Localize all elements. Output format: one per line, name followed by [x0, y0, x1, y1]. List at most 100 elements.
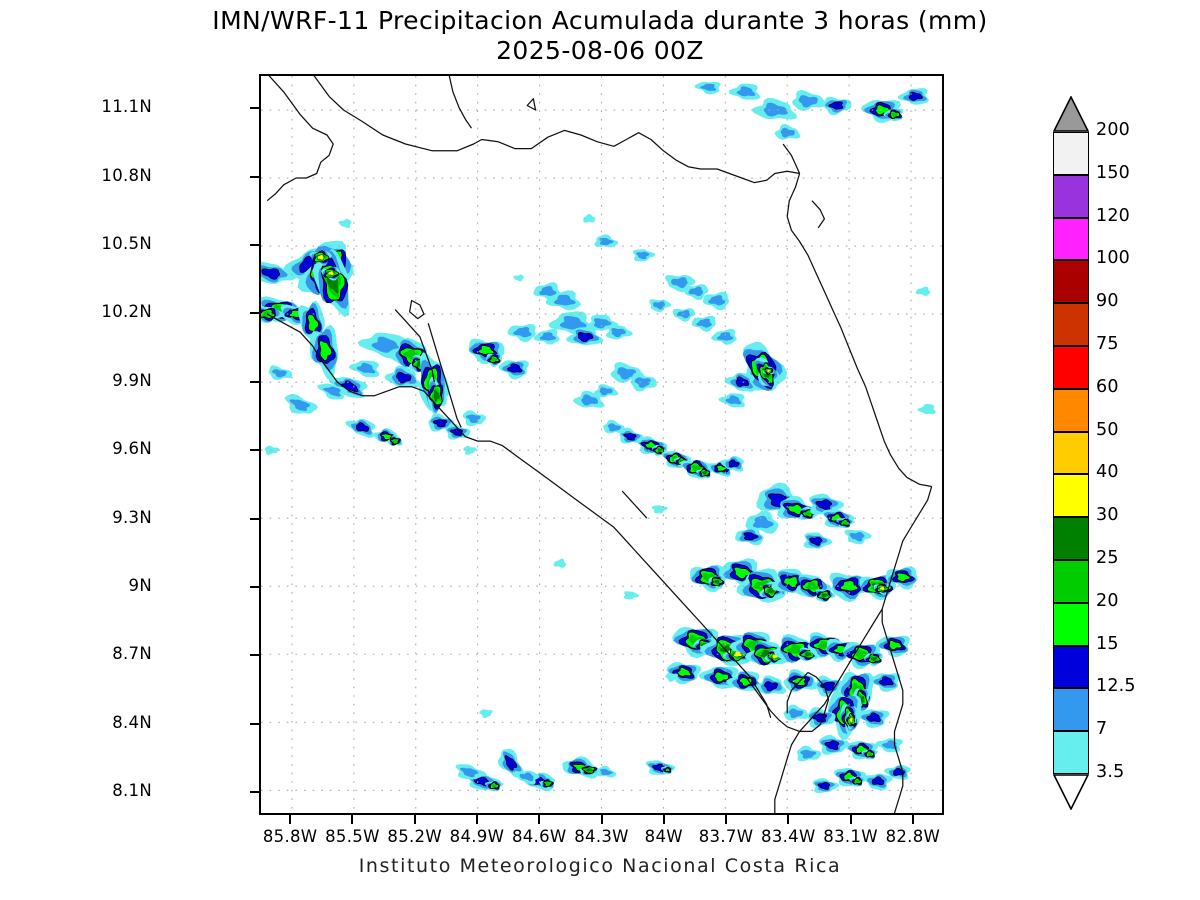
precip-cell	[479, 709, 493, 718]
colorbar	[1053, 96, 1089, 810]
precip-cell	[533, 282, 561, 301]
precip-cell	[345, 418, 376, 438]
precip-cell	[724, 372, 756, 392]
precip-cell	[696, 467, 713, 479]
precip-cell	[388, 337, 434, 370]
map-plot-area	[259, 74, 944, 815]
x-axis-tick	[475, 815, 478, 824]
precip-cell	[594, 234, 619, 248]
precip-cell	[593, 384, 619, 398]
x-axis-label: 85.8W	[262, 827, 318, 846]
colorbar-swatch	[1053, 431, 1089, 475]
colorbar-swatch	[1053, 602, 1089, 646]
colorbar-tick-label: 120	[1096, 205, 1131, 226]
precip-cell	[566, 327, 604, 346]
precip-cell	[849, 776, 866, 787]
precip-cell	[316, 383, 348, 400]
y-axis-tick	[250, 380, 259, 383]
precip-cell	[708, 574, 725, 589]
y-axis-tick	[250, 517, 259, 520]
precip-cell	[754, 675, 787, 695]
precip-cell	[845, 711, 857, 730]
precip-cell	[553, 558, 567, 568]
precip-cell	[873, 583, 891, 595]
colorbar-swatch	[1053, 388, 1089, 432]
precip-cell	[683, 284, 709, 301]
precip-cell	[603, 419, 626, 434]
y-axis-label: 10.2N	[101, 302, 152, 322]
precip-cell	[803, 532, 833, 549]
precip-cell	[498, 360, 529, 380]
colorbar-top-arrow	[1053, 96, 1089, 132]
precip-cell	[818, 734, 850, 755]
colorbar-tick-label: 20	[1096, 590, 1119, 611]
y-axis-tick	[250, 312, 259, 315]
colorbar-swatch	[1053, 560, 1089, 603]
precip-cell	[284, 394, 318, 414]
precip-cell	[533, 328, 560, 345]
x-axis-label: 83.4W	[761, 827, 816, 846]
precip-cell	[735, 526, 764, 546]
y-axis-tick	[250, 107, 259, 110]
precip-cell	[815, 675, 844, 697]
colorbar-tick-label: 75	[1096, 334, 1119, 354]
precip-cell	[384, 365, 421, 388]
colorbar-swatch	[1053, 132, 1089, 175]
precip-cell	[751, 98, 797, 120]
precip-cell	[387, 434, 403, 446]
precip-cell	[666, 662, 702, 685]
y-axis-label: 10.5N	[101, 234, 152, 253]
colorbar-bottom-arrow	[1053, 774, 1089, 810]
precip-cell	[507, 324, 536, 343]
colorbar-swatch	[1053, 174, 1089, 218]
x-axis-tick	[538, 815, 541, 824]
colorbar-swatch	[1053, 645, 1089, 689]
precip-cell	[497, 748, 525, 778]
precip-cell	[264, 445, 280, 455]
precip-cell	[691, 315, 716, 332]
colorbar-tick-label: 30	[1096, 505, 1119, 526]
colorbar-tick-label: 3.5	[1096, 762, 1125, 782]
precip-cell	[321, 266, 341, 281]
precip-cell	[605, 324, 633, 340]
x-axis-label: 84.3W	[574, 827, 629, 846]
x-axis-label: 84W	[644, 827, 683, 846]
y-axis-label: 10.8N	[101, 165, 152, 185]
precip-cell	[665, 673, 678, 682]
precip-cell	[796, 745, 822, 762]
colorbar-tick-label: 50	[1096, 419, 1119, 440]
precip-cell	[783, 704, 809, 721]
colorbar-swatch	[1053, 474, 1089, 518]
precip-cell	[539, 777, 555, 789]
colorbar-swatch	[1053, 688, 1089, 732]
precip-cell	[651, 445, 668, 456]
colorbar-tick-label: 40	[1096, 462, 1119, 483]
x-axis-label: 84.9W	[449, 827, 505, 846]
precip-cell	[595, 765, 617, 778]
colorbar-swatch	[1053, 303, 1089, 346]
y-axis-tick	[250, 586, 259, 588]
precip-cell	[462, 410, 487, 427]
x-axis-tick	[662, 815, 665, 824]
y-axis-tick	[250, 244, 259, 246]
colorbar-tick-label: 7	[1096, 719, 1108, 740]
precip-cell	[897, 88, 929, 105]
precip-cell	[649, 299, 672, 313]
precip-cell	[694, 81, 721, 95]
precip-cell	[485, 353, 503, 367]
precip-cell	[583, 213, 596, 223]
precip-cell	[348, 360, 380, 378]
chart-subtitle: 2025-08-06 00Z	[496, 36, 704, 65]
y-axis-tick	[250, 722, 259, 725]
precip-cell	[861, 749, 878, 760]
colorbar-tick-label: 100	[1096, 248, 1131, 269]
x-axis-tick	[413, 815, 416, 824]
precip-cell	[660, 766, 675, 775]
precip-cell	[702, 291, 730, 311]
y-axis-label: 9.6N	[112, 439, 152, 459]
precip-cell	[309, 324, 339, 380]
y-axis-tick	[250, 449, 259, 452]
x-axis-label: 85.2W	[387, 827, 442, 846]
x-axis-tick	[289, 815, 292, 824]
